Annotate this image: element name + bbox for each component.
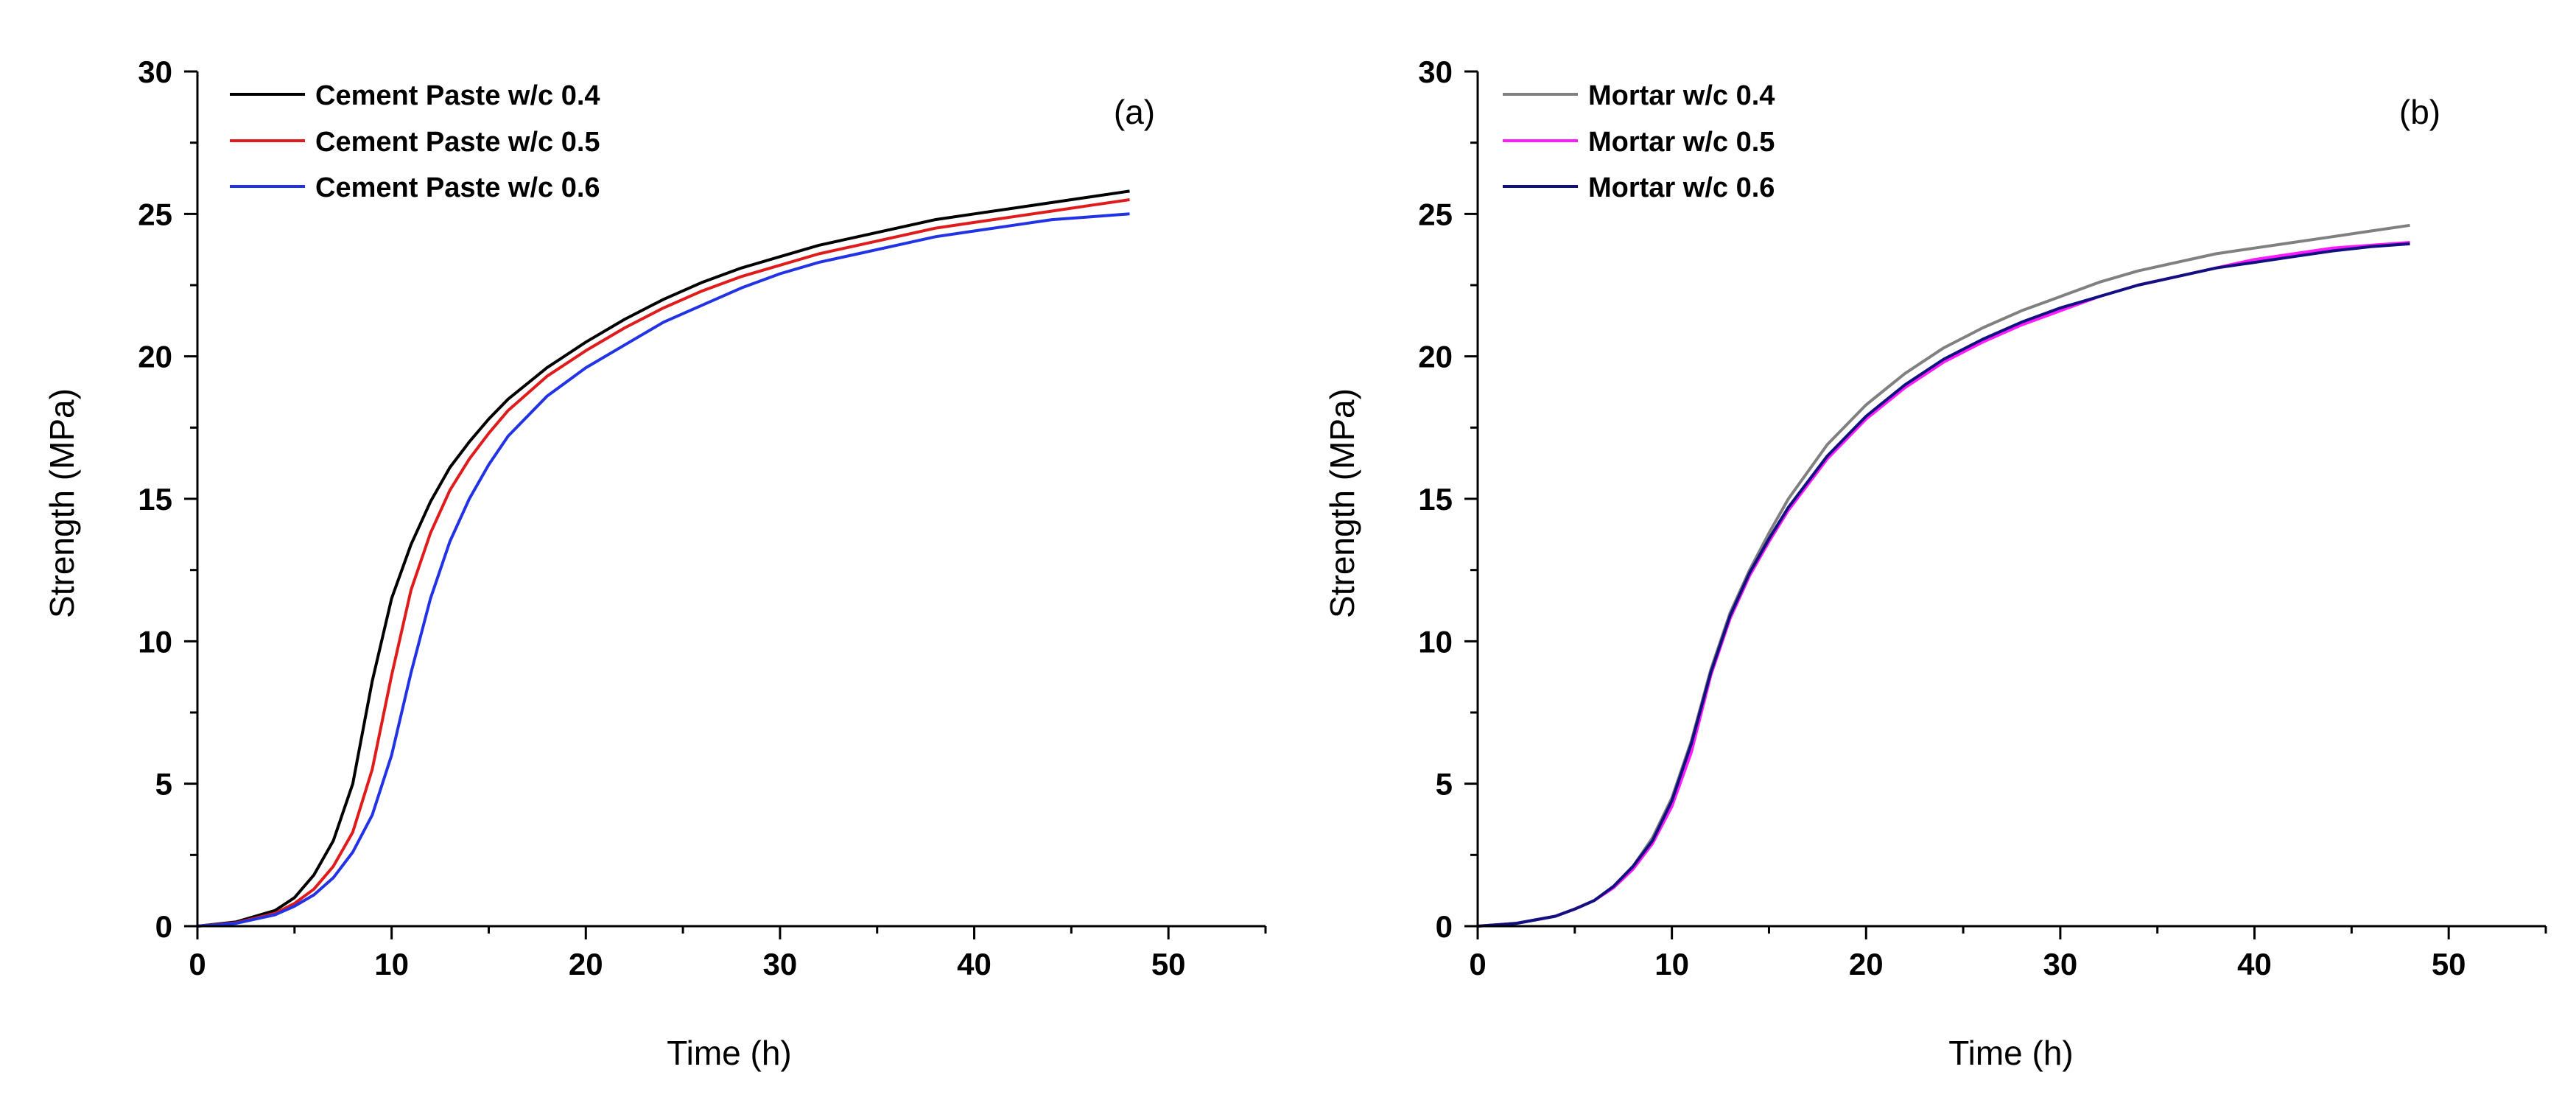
y-tick-label: 30 xyxy=(1418,55,1453,89)
panel-b-label: (b) xyxy=(2399,93,2440,131)
legend-label-a-2: Cement Paste w/c 0.6 xyxy=(315,172,600,203)
panel-a-label: (a) xyxy=(1114,93,1155,131)
y-tick-label: 20 xyxy=(1418,340,1453,374)
panel-b-lines xyxy=(1477,223,2410,928)
y-tick-label: 5 xyxy=(1436,767,1453,802)
panel-b: 0 10 20 30 40 50 0 5 10 15 20 25 30 Time (h) Strengt… xyxy=(1323,55,2547,1072)
panel-a-x-axis-title: Time (h) xyxy=(667,1034,792,1072)
legend-label-a-0: Cement Paste w/c 0.4 xyxy=(315,80,600,111)
x-tick-label: 50 xyxy=(1151,947,1186,981)
y-tick-label: 10 xyxy=(1418,624,1453,659)
legend-label-b-2: Mortar w/c 0.6 xyxy=(1588,172,1775,203)
panel-a-legend: Cement Paste w/c 0.4 Cement Paste w/c 0.… xyxy=(230,80,600,203)
x-tick-label: 20 xyxy=(569,947,603,981)
legend-label-a-1: Cement Paste w/c 0.5 xyxy=(315,127,600,158)
panel-a: 0 10 20 30 40 50 0 5 10 15 20 25 30 Time (h) Strengt… xyxy=(43,55,1267,1072)
y-tick-label: 15 xyxy=(1418,482,1453,517)
x-tick-label: 40 xyxy=(2237,947,2272,981)
legend-label-b-1: Mortar w/c 0.5 xyxy=(1588,127,1775,158)
x-tick-label: 30 xyxy=(763,947,798,981)
x-tick-label: 10 xyxy=(374,947,409,981)
y-tick-label: 25 xyxy=(138,197,172,231)
panel-b-legend: Mortar w/c 0.4 Mortar w/c 0.5 Mortar w/c… xyxy=(1503,80,1775,203)
x-tick-label: 0 xyxy=(1469,947,1486,981)
series-line-a-1 xyxy=(197,198,1130,928)
x-tick-label: 10 xyxy=(1654,947,1689,981)
y-tick-label: 20 xyxy=(138,340,172,374)
panel-b-y-axis-title: Strength (MPa) xyxy=(1323,388,1361,618)
series-line-b-2 xyxy=(1477,242,2410,928)
y-tick-label: 5 xyxy=(155,767,172,802)
panel-b-ticks: 0 10 20 30 40 50 0 5 10 15 20 25 30 xyxy=(1418,55,2547,981)
series-line-a-2 xyxy=(197,212,1130,928)
y-tick-label: 15 xyxy=(138,482,172,517)
panel-a-y-axis-title: Strength (MPa) xyxy=(43,388,81,618)
y-tick-label: 0 xyxy=(155,909,172,944)
panel-a-ticks: 0 10 20 30 40 50 0 5 10 15 20 25 30 xyxy=(138,55,1267,981)
panel-a-lines xyxy=(197,189,1130,928)
x-tick-label: 30 xyxy=(2043,947,2078,981)
y-tick-label: 30 xyxy=(138,55,172,89)
x-tick-label: 50 xyxy=(2432,947,2466,981)
series-line-a-0 xyxy=(197,189,1130,928)
y-tick-label: 0 xyxy=(1436,909,1453,944)
legend-label-b-0: Mortar w/c 0.4 xyxy=(1588,80,1775,111)
panel-b-x-axis-title: Time (h) xyxy=(1948,1034,2074,1072)
y-tick-label: 25 xyxy=(1418,197,1453,231)
y-tick-label: 10 xyxy=(138,624,172,659)
x-tick-label: 40 xyxy=(957,947,992,981)
x-tick-label: 20 xyxy=(1849,947,1884,981)
x-tick-label: 0 xyxy=(189,947,206,981)
